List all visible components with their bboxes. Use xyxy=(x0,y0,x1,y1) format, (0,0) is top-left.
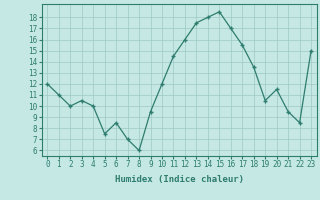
X-axis label: Humidex (Indice chaleur): Humidex (Indice chaleur) xyxy=(115,175,244,184)
